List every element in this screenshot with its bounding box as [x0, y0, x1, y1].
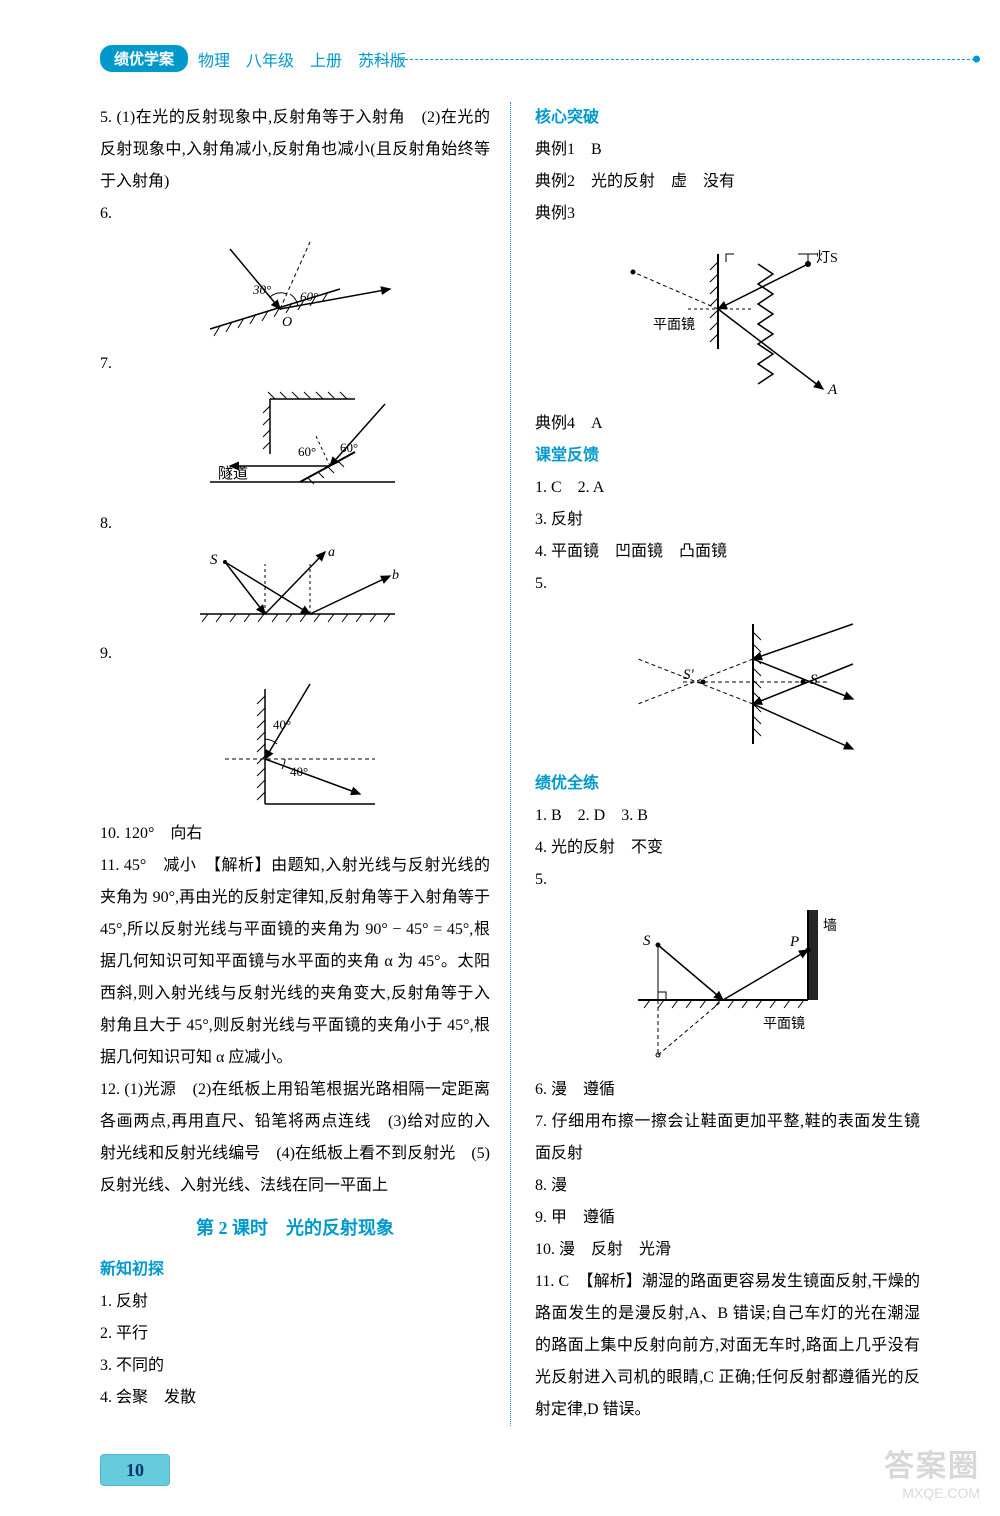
watermark: 答案圈 MXQE.COM	[884, 1441, 980, 1501]
fig8-a: a	[328, 545, 335, 560]
fig8-S: S	[210, 552, 218, 568]
figr1-lamp: 灯S	[816, 250, 838, 266]
figr3-S: S	[643, 933, 651, 949]
dianli-4: 典例4 A	[535, 408, 920, 440]
figure-r1: 平面镜 灯S A	[535, 234, 920, 404]
header-rule	[360, 59, 980, 60]
figr3-mirror: 平面镜	[763, 1016, 805, 1032]
fig7-ang2: 60°	[340, 440, 358, 455]
figr1-A: A	[827, 382, 838, 398]
jy-7: 7. 仔细用布擦一擦会让鞋面更加平整,鞋的表面发生镜面反射	[535, 1106, 920, 1170]
figure-6: 30° 60° O	[100, 234, 490, 344]
fig7-tunnel-label: 隧道	[218, 465, 248, 482]
fig9-ang1: 40°	[273, 717, 291, 732]
kt-4: 4. 平面镜 凹面镜 凸面镜	[535, 536, 920, 568]
content-columns: 5. (1)在光的反射现象中,反射角等于入射角 (2)在光的反射现象中,入射角减…	[100, 102, 920, 1426]
fig8-b: b	[392, 568, 399, 583]
header-dot	[973, 55, 980, 62]
lesson-2-title: 第 2 课时 光的反射现象	[100, 1210, 490, 1246]
jy-5: 5.	[535, 864, 920, 896]
kt-1-2: 1. C 2. A	[535, 472, 920, 504]
figr3-P: P	[789, 934, 799, 950]
jy-6: 6. 漫 遵循	[535, 1074, 920, 1106]
page-number: 10	[100, 1454, 170, 1486]
xz-1: 1. 反射	[100, 1286, 490, 1318]
answer-8-label: 8.	[100, 508, 490, 540]
jy-4: 4. 光的反射 不变	[535, 832, 920, 864]
figr3-wall: 墙	[823, 918, 837, 934]
right-column: 核心突破 典例1 B 典例2 光的反射 虚 没有 典例3 平面镜	[510, 102, 920, 1426]
section-jiyou: 绩优全练	[535, 768, 920, 800]
jy-8: 8. 漫	[535, 1170, 920, 1202]
xz-4: 4. 会聚 发散	[100, 1382, 490, 1414]
left-column: 5. (1)在光的反射现象中,反射角等于入射角 (2)在光的反射现象中,入射角减…	[100, 102, 510, 1426]
kt-3: 3. 反射	[535, 504, 920, 536]
jy-10: 10. 漫 反射 光滑	[535, 1234, 920, 1266]
jy-9: 9. 甲 遵循	[535, 1202, 920, 1234]
fig6-O: O	[282, 315, 292, 330]
xz-2: 2. 平行	[100, 1318, 490, 1350]
jy-11: 11. C 【解析】潮湿的路面更容易发生镜面反射,干燥的路面发生的是漫反射,A、…	[535, 1266, 920, 1426]
dianli-1: 典例1 B	[535, 134, 920, 166]
answer-5: 5. (1)在光的反射现象中,反射角等于入射角 (2)在光的反射现象中,入射角减…	[100, 102, 490, 198]
fig7-ang1: 60°	[298, 444, 316, 459]
answer-11: 11. 45° 减小 【解析】由题知,入射光线与反射光线的夹角为 90°,再由光…	[100, 850, 490, 1074]
answer-10: 10. 120° 向右	[100, 818, 490, 850]
column-separator	[510, 102, 511, 1426]
fig9-ang2: 40°	[290, 764, 308, 779]
answer-7-label: 7.	[100, 348, 490, 380]
dianli-2: 典例2 光的反射 虚 没有	[535, 166, 920, 198]
answer-9-label: 9.	[100, 638, 490, 670]
section-hexin: 核心突破	[535, 102, 920, 134]
figr1-mirror: 平面镜	[653, 317, 695, 333]
xz-3: 3. 不同的	[100, 1350, 490, 1382]
page-header: 绩优学案 物理 八年级 上册 苏科版	[100, 45, 920, 72]
watermark-line2: MXQE.COM	[884, 1485, 980, 1501]
watermark-line1: 答案圈	[884, 1441, 980, 1485]
answer-12: 12. (1)光源 (2)在纸板上用铅笔根据光路相隔一定距离各画两点,再用直尺、…	[100, 1074, 490, 1202]
jy-1-3: 1. B 2. D 3. B	[535, 800, 920, 832]
figure-r3: 墙 平面镜 S P	[535, 900, 920, 1070]
kt-5: 5.	[535, 568, 920, 600]
fig6-ang1: 30°	[252, 282, 271, 297]
figure-7: 隧道 60° 60°	[100, 384, 490, 504]
figure-9: 40° 40°	[100, 674, 490, 814]
fig6-ang2: 60°	[300, 289, 318, 304]
figure-r2: S S'	[535, 604, 920, 764]
dianli-3: 典例3	[535, 198, 920, 230]
answer-6-label: 6.	[100, 198, 490, 230]
figure-8: S a b	[100, 544, 490, 634]
section-xinzhi: 新知初探	[100, 1254, 490, 1286]
section-ketang: 课堂反馈	[535, 440, 920, 472]
series-badge: 绩优学案	[100, 45, 188, 72]
